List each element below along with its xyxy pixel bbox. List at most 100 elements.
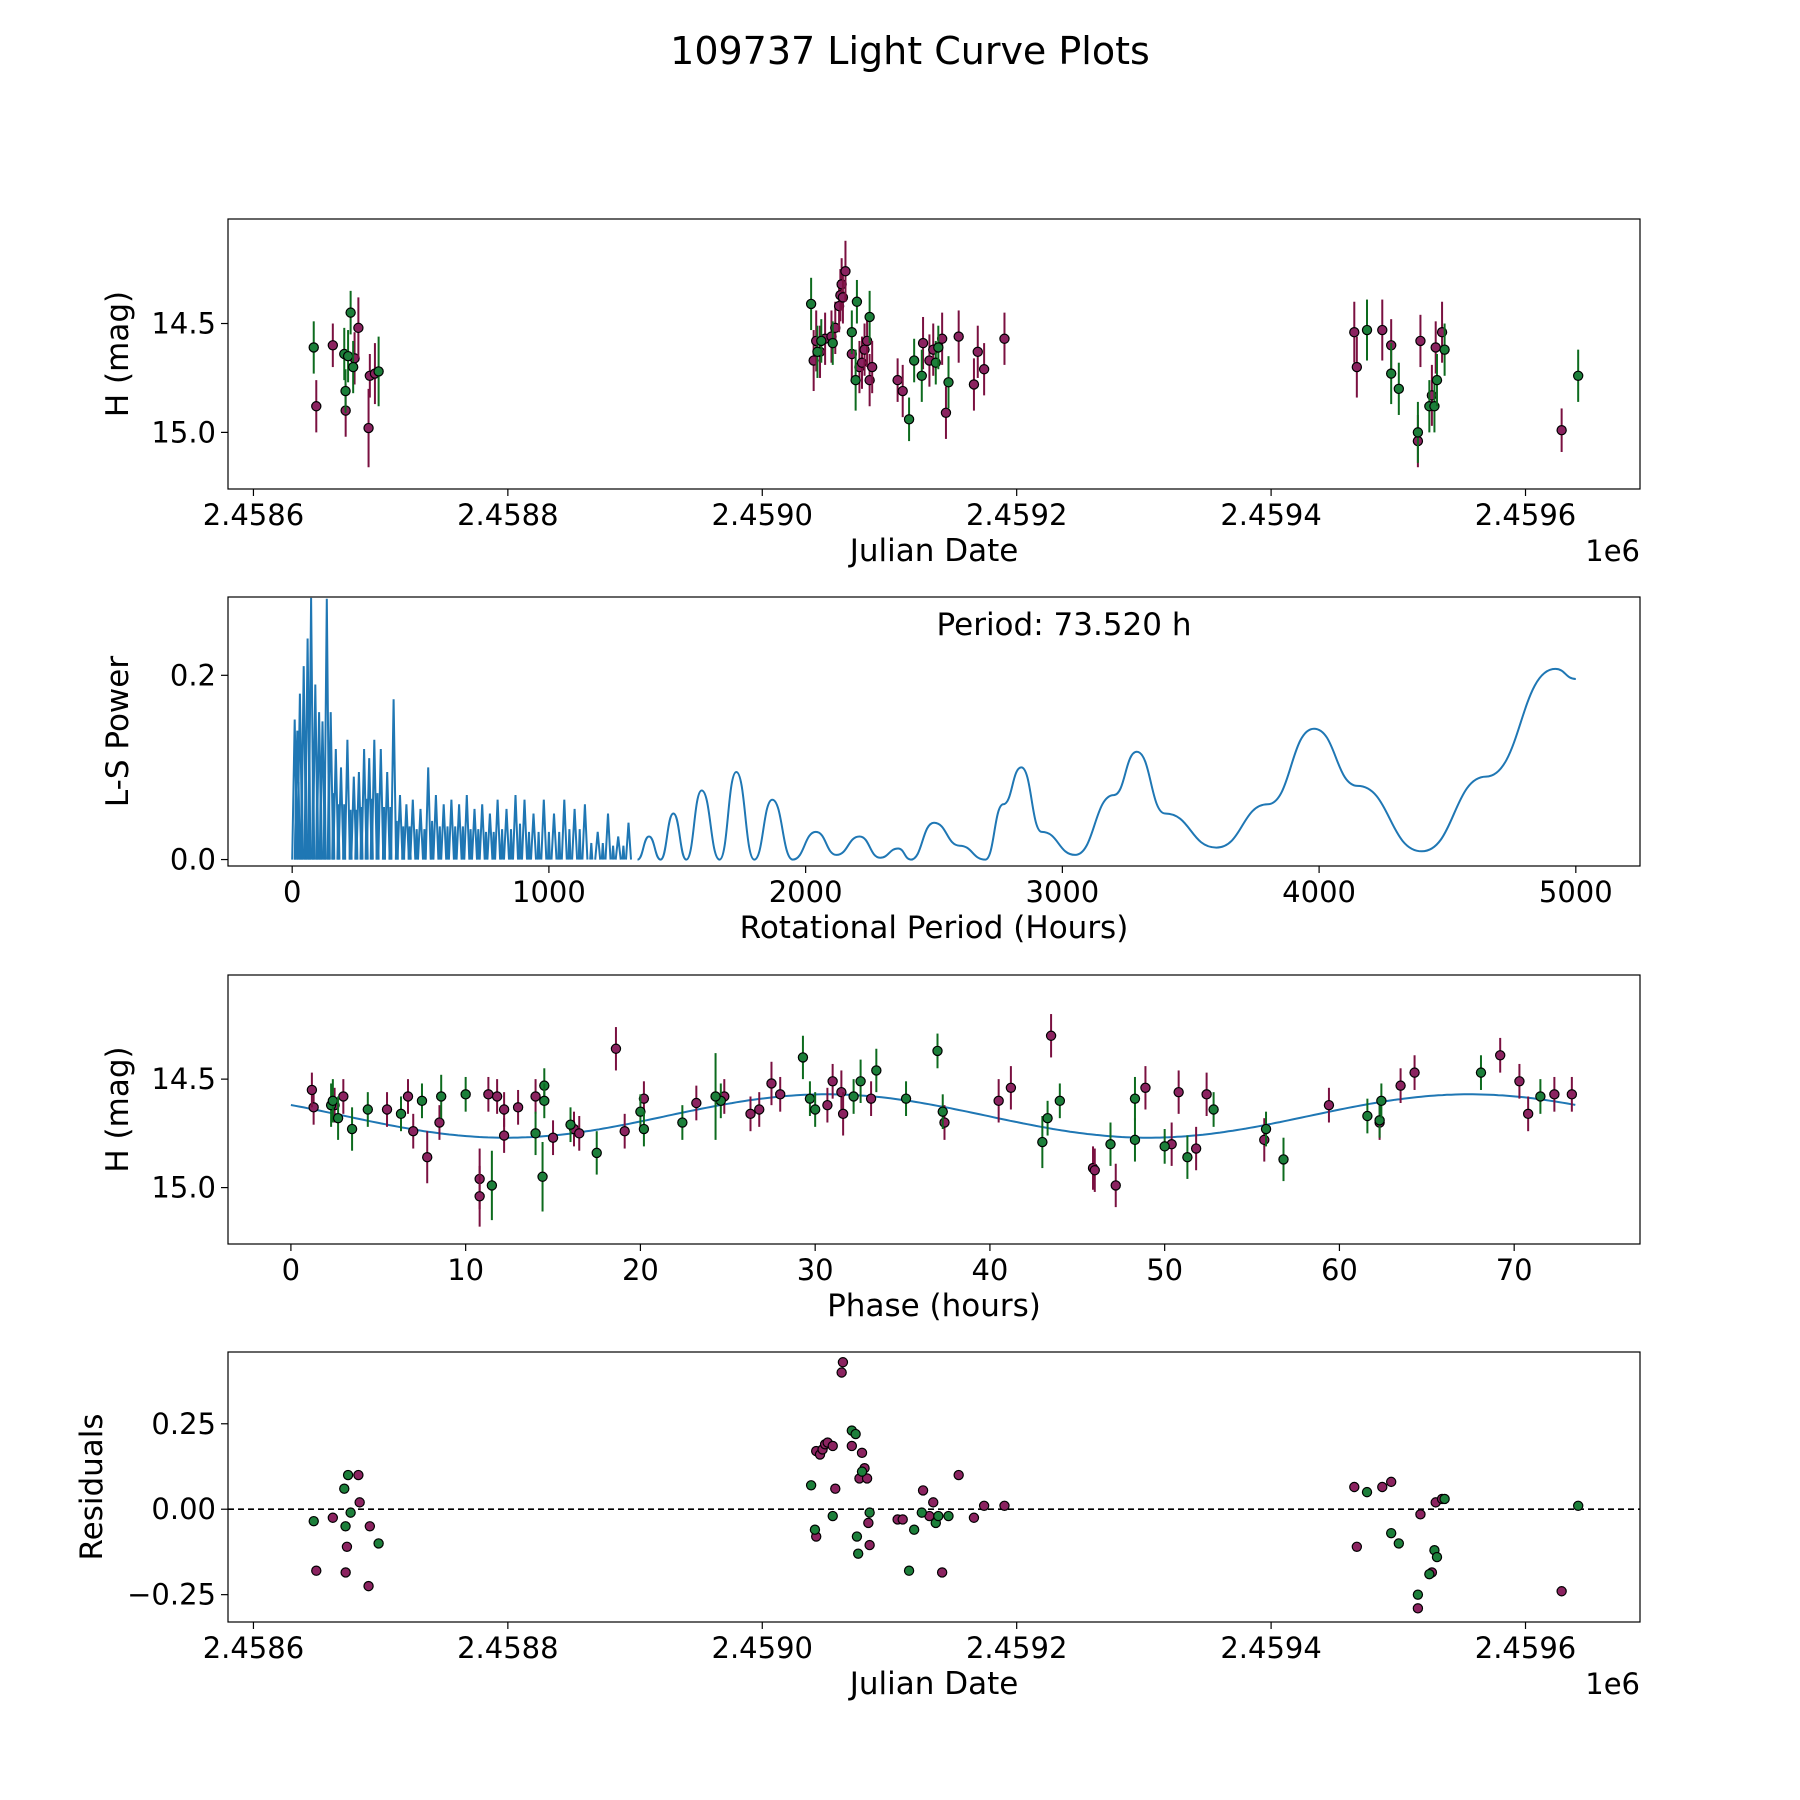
residuals-point-band-a [837, 1357, 849, 1368]
phased-point-band-a [474, 1191, 485, 1202]
phased-point-band-a [1323, 1099, 1335, 1111]
residuals-point-band-b [1439, 1493, 1450, 1505]
lightcurve-point-band-a [917, 337, 929, 349]
residuals-point-band-b [856, 1466, 868, 1477]
lightcurve-point-band-a [953, 331, 964, 342]
residuals-point-band-a [364, 1521, 376, 1532]
residuals-xtick-label: 2.4596 [1475, 1631, 1576, 1665]
phased-point-band-b [871, 1065, 882, 1076]
phased-point-band-a [1549, 1089, 1560, 1100]
phased-point-band-b [804, 1093, 816, 1104]
residuals-point-band-a [928, 1497, 939, 1508]
lightcurve-ytick-label: 15.0 [151, 415, 216, 449]
phased-panel: 0 10 20 30 40 50 60 70 15.0 14.5 Phase (hours) H (m… [100, 974, 1641, 1324]
residuals-point-band-b [1412, 1589, 1424, 1600]
phased-point-band-a [434, 1117, 445, 1128]
residuals-point-band-b [1424, 1568, 1435, 1580]
residuals-offset-label: 1e6 [1585, 1667, 1640, 1701]
phased-point-band-a [498, 1104, 510, 1115]
phased-point-band-a [308, 1102, 319, 1113]
phased-point-band-b [1042, 1112, 1053, 1124]
residuals-point-band-a [978, 1500, 990, 1511]
phased-point-band-a [837, 1108, 849, 1120]
residuals-point-band-a [327, 1512, 339, 1523]
residuals-point-band-b [340, 1521, 351, 1532]
phased-point-band-b [327, 1095, 339, 1107]
lightcurve-point-band-b [1431, 374, 1443, 386]
phased-point-band-a [408, 1125, 419, 1137]
residuals-point-band-b [908, 1524, 920, 1535]
phased-plot-area [290, 1014, 1578, 1227]
residuals-point-band-b [809, 1524, 821, 1535]
residuals-plot-area [228, 1357, 1640, 1614]
lightcurve-point-band-b [851, 296, 863, 307]
residuals-point-band-a [897, 1514, 908, 1525]
residuals-point-band-a [341, 1541, 353, 1553]
lightcurve-point-band-b [864, 311, 875, 323]
lightcurve-axes-frame [227, 218, 1641, 490]
phased-point-band-a [574, 1128, 585, 1139]
residuals-panel: 2.4586 2.4588 2.4590 2.4592 2.4594 2.4596 0.25… [74, 1351, 1641, 1702]
residuals-point-band-a [861, 1473, 873, 1484]
residuals-point-band-b [852, 1548, 864, 1559]
phased-point-band-b [1260, 1123, 1272, 1135]
periodogram-line [637, 667, 1576, 861]
phased-point-band-b [565, 1119, 576, 1130]
lightcurve-point-band-a [363, 422, 374, 434]
periodogram-spikes [291, 597, 632, 860]
lightcurve-point-band-b [816, 335, 827, 347]
residuals-point-band-b [827, 1510, 838, 1522]
residuals-point-band-a [353, 1469, 364, 1481]
residuals-point-band-b [850, 1428, 861, 1440]
lightcurve-point-band-a [972, 346, 983, 358]
lightcurve-point-band-b [1361, 324, 1373, 336]
residuals-point-band-b [851, 1531, 863, 1542]
phased-point-band-b [1129, 1093, 1141, 1104]
phased-point-band-a [483, 1089, 494, 1100]
lightcurve-point-band-a [999, 333, 1010, 344]
lightcurve-point-band-b [850, 374, 861, 386]
phased-point-band-a [1173, 1086, 1184, 1098]
phased-point-band-a [1522, 1108, 1534, 1120]
phased-point-band-a [1409, 1067, 1420, 1078]
phased-point-band-a [512, 1102, 524, 1113]
residuals-axes-frame [227, 1351, 1641, 1623]
residuals-point-band-a [863, 1517, 874, 1529]
phased-point-band-b [635, 1106, 646, 1117]
phased-point-band-b [932, 1045, 943, 1057]
phased-point-band-a [1514, 1076, 1525, 1087]
residuals-xtick-label: 2.4594 [1220, 1631, 1321, 1665]
phased-point-band-a [381, 1104, 393, 1115]
residuals-point-band-a [999, 1500, 1010, 1511]
phased-point-band-b [937, 1106, 948, 1117]
lightcurve-point-band-b [1412, 427, 1424, 438]
phased-point-band-b [1182, 1152, 1193, 1163]
lightcurve-point-band-b [903, 414, 915, 425]
phased-point-band-a [1140, 1082, 1151, 1094]
lightcurve-plot-area [308, 240, 1584, 468]
phased-point-band-a [530, 1091, 541, 1102]
residuals-point-band-b [1431, 1551, 1443, 1563]
phased-point-band-a [1395, 1080, 1406, 1091]
phased-point-band-b [848, 1091, 859, 1102]
residuals-point-band-a [864, 1539, 875, 1551]
lightcurve-point-band-b [347, 361, 359, 373]
phased-point-band-b [460, 1089, 471, 1100]
residuals-point-band-a [1351, 1541, 1363, 1553]
phased-xtick-label: 20 [622, 1253, 659, 1287]
lightcurve-xtick-label: 2.4586 [203, 498, 304, 532]
residuals-point-band-a [836, 1367, 847, 1378]
lightcurve-xtick-label: 2.4592 [966, 498, 1067, 532]
phased-point-band-a [402, 1091, 414, 1102]
phased-point-band-b [1475, 1067, 1487, 1078]
phased-point-band-b [539, 1095, 550, 1107]
phased-point-band-b [395, 1108, 407, 1120]
residuals-point-band-b [308, 1515, 319, 1527]
phased-xtick-label: 0 [282, 1253, 300, 1287]
residuals-point-band-b [1572, 1500, 1584, 1511]
residuals-point-band-a [936, 1567, 948, 1578]
periodogram-xlabel: Rotational Period (Hours) [740, 910, 1129, 946]
residuals-point-band-a [311, 1565, 322, 1576]
residuals-ytick-label: −0.25 [127, 1578, 216, 1612]
phased-point-band-a [1089, 1165, 1100, 1176]
